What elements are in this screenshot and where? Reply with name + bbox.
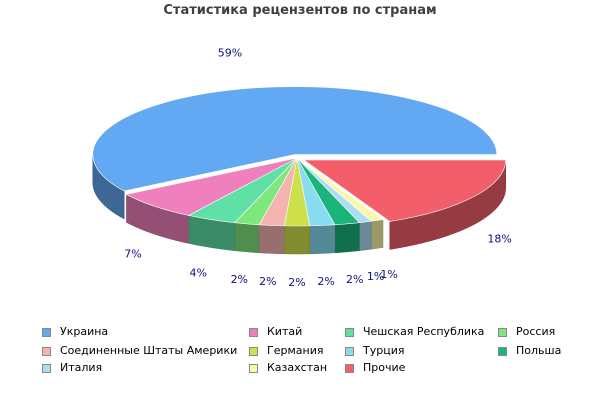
pie-side-3 [234,222,260,254]
pie-side-5 [284,225,310,255]
legend-label: Польша [516,344,562,357]
legend-label: Россия [516,325,556,338]
pie-label-7: 2% [346,273,363,286]
pie-side-7 [334,222,360,254]
pie-label-9: 1% [380,268,397,281]
legend-label: Китай [267,325,303,338]
legend-label: Казахстан [267,361,328,374]
pie-label-4: 2% [259,275,276,288]
pie-side-9 [371,219,384,250]
pie-labels: 59% 18% 1%1% 2% 2% 2% 2% 2% 4% 7% [124,46,512,289]
pie-label-6: 2% [317,275,334,288]
pie-label-1: 7% [124,247,141,260]
legend-swatch [249,364,258,373]
pie-label-2: 4% [189,267,206,280]
pie-slice-10 [302,159,507,222]
pie-label-5: 2% [288,276,305,289]
legend-swatch [345,364,354,373]
legend-swatch [345,347,354,356]
legend-label: Италия [60,361,103,374]
legend-label: Прочие [363,361,406,374]
pie-tops [92,86,507,227]
pie-slice-0 [92,86,498,192]
legend-label: Турция [363,344,405,357]
legend-swatch [42,347,51,356]
legend-swatch [498,347,507,356]
legend-label: Соединенные Штаты Америки [60,344,238,357]
legend-swatch [498,328,507,337]
legend-swatch [249,328,258,337]
chart-title: Статистика рецензентов по странам [163,3,437,18]
pie-label-10: 18% [487,232,511,245]
legend-label: Украина [60,325,109,338]
pie-label-0: 59% [218,46,242,59]
pie-side-6 [309,224,336,255]
pie-sides [92,154,506,255]
pie-slice-1 [125,157,298,216]
legend-swatch [42,328,51,337]
pie-side-8 [359,220,372,251]
legend-swatch [249,347,258,356]
pie-label-3: 2% [231,273,248,286]
legend-swatch [345,328,354,337]
legend-label: Германия [267,344,324,357]
legend-label: Чешская Республика [363,325,485,338]
legend-swatch [42,364,51,373]
pie-side-4 [258,224,285,255]
pie-label-8: 1% [367,270,384,283]
